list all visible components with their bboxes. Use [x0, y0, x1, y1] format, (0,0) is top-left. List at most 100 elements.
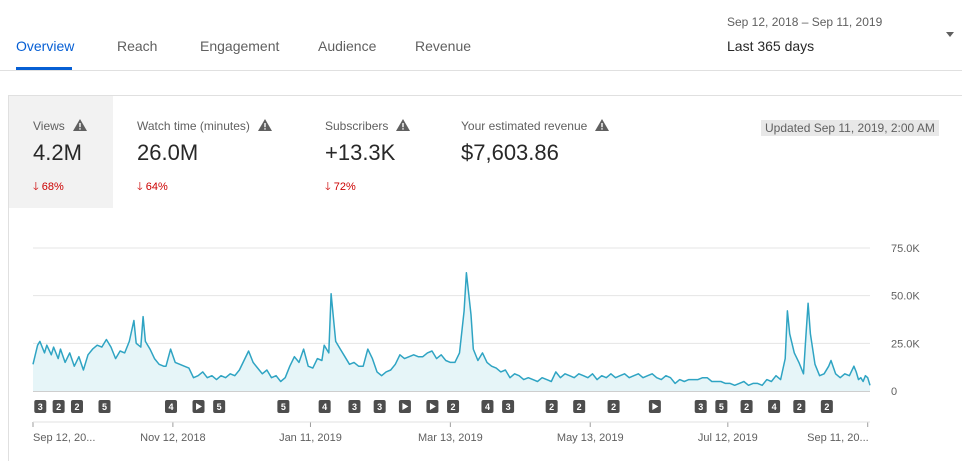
marker-box: [573, 400, 586, 413]
y-tick-label: 50.0K: [891, 291, 920, 303]
event-marker[interactable]: 5: [715, 400, 728, 413]
event-marker[interactable]: 2: [740, 400, 753, 413]
event-marker[interactable]: 5: [98, 400, 111, 413]
metric-subscribers-label: Subscribers: [325, 118, 411, 133]
event-marker[interactable]: 3: [694, 400, 707, 413]
marker-count: 2: [56, 402, 61, 412]
metric-views[interactable]: Views 4.2M 🡓 68%: [9, 96, 113, 208]
marker-count: 3: [352, 402, 357, 412]
warning-icon: [72, 119, 87, 131]
marker-count: 5: [719, 402, 724, 412]
marker-count: 2: [797, 402, 802, 412]
tab-engagement[interactable]: Engagement: [200, 38, 280, 54]
tab-audience[interactable]: Audience: [318, 38, 377, 54]
play-icon: [402, 403, 409, 410]
marker-box: [348, 400, 361, 413]
metrics-card: [8, 95, 962, 461]
video-marker[interactable]: [426, 400, 439, 413]
x-tick-label: May 13, 2019: [557, 432, 624, 444]
x-tick-label: Jan 11, 2019: [279, 432, 342, 444]
video-marker[interactable]: [192, 400, 205, 413]
marker-count: 4: [485, 402, 490, 412]
marker-count: 5: [102, 402, 107, 412]
marker-count: 3: [377, 402, 382, 412]
marker-box: [373, 400, 386, 413]
views-line: [32, 272, 871, 387]
marker-box: [318, 400, 331, 413]
metric-label-text: Watch time (minutes): [137, 119, 250, 133]
event-marker[interactable]: 4: [165, 400, 178, 413]
event-marker[interactable]: 2: [573, 400, 586, 413]
metric-watch-time[interactable]: Watch time (minutes) 26.0M 🡓 64%: [113, 96, 301, 208]
date-range-selector[interactable]: Sep 12, 2018 – Sep 11, 2019 Last 365 day…: [727, 15, 882, 54]
event-marker[interactable]: 3: [34, 400, 47, 413]
arrow-down-icon: 🡓: [325, 181, 331, 193]
metric-change-value: 68%: [41, 181, 64, 193]
video-marker[interactable]: [398, 400, 411, 413]
x-tick-label: Mar 13, 2019: [418, 432, 483, 444]
date-range-dates: Sep 12, 2018 – Sep 11, 2019: [727, 15, 883, 29]
metric-watch-time-label: Watch time (minutes): [137, 118, 272, 133]
event-marker[interactable]: 4: [318, 400, 331, 413]
views-area: [33, 272, 870, 391]
tab-reach[interactable]: Reach: [117, 38, 158, 54]
x-tick-label: Sep 12, 20...: [33, 432, 95, 444]
video-marker[interactable]: [648, 400, 661, 413]
metric-subscribers-change: 🡓 72%: [325, 178, 356, 197]
metric-watch-time-change: 🡓 64%: [137, 178, 168, 197]
marker-count: 2: [611, 402, 616, 412]
event-marker[interactable]: 3: [348, 400, 361, 413]
event-marker[interactable]: 4: [481, 400, 494, 413]
marker-count: 2: [451, 402, 456, 412]
date-range-label: Last 365 days: [727, 38, 815, 54]
marker-box: [607, 400, 620, 413]
marker-count: 4: [168, 402, 173, 412]
y-tick-label: 0: [891, 386, 897, 398]
marker-count: 5: [281, 402, 286, 412]
event-marker[interactable]: 3: [502, 400, 515, 413]
y-tick-label: 75.0K: [891, 243, 920, 255]
event-marker[interactable]: 2: [607, 400, 620, 413]
marker-box: [165, 400, 178, 413]
marker-count: 2: [824, 402, 829, 412]
marker-box: [694, 400, 707, 413]
event-marker[interactable]: 5: [213, 400, 226, 413]
event-marker[interactable]: 2: [52, 400, 65, 413]
x-tick-label: Sep 11, 20...: [807, 432, 869, 444]
metric-views-label: Views: [33, 118, 87, 133]
marker-box: [52, 400, 65, 413]
marker-box: [213, 400, 226, 413]
event-marker[interactable]: 2: [447, 400, 460, 413]
marker-box: [502, 400, 515, 413]
event-marker[interactable]: 2: [545, 400, 558, 413]
marker-box: [820, 400, 833, 413]
x-tick-label: Nov 12, 2018: [140, 432, 205, 444]
tab-revenue[interactable]: Revenue: [415, 38, 472, 54]
metric-change-value: 64%: [145, 181, 168, 193]
marker-count: 2: [744, 402, 749, 412]
metric-label-text: Your estimated revenue: [461, 119, 588, 133]
tab-overview[interactable]: Overview: [16, 38, 75, 54]
event-marker[interactable]: 4: [768, 400, 781, 413]
event-marker[interactable]: 2: [70, 400, 83, 413]
play-icon: [429, 403, 436, 410]
metric-subscribers[interactable]: Subscribers +13.3K 🡓 72%: [301, 96, 437, 208]
arrow-down-icon: 🡓: [137, 181, 143, 193]
marker-box: [277, 400, 290, 413]
marker-count: 4: [322, 402, 327, 412]
event-marker[interactable]: 5: [277, 400, 290, 413]
marker-box: [98, 400, 111, 413]
event-marker[interactable]: 3: [373, 400, 386, 413]
marker-count: 3: [698, 402, 703, 412]
tab-bar: Overview Reach Engagement Audience Reven…: [0, 0, 962, 71]
event-marker[interactable]: 2: [793, 400, 806, 413]
marker-count: 5: [217, 402, 222, 412]
warning-icon: [396, 119, 411, 131]
chevron-down-icon[interactable]: [946, 32, 954, 37]
metric-revenue[interactable]: Your estimated revenue $7,603.86: [437, 96, 637, 208]
metric-watch-time-value: 26.0M: [137, 140, 199, 165]
marker-count: 4: [772, 402, 777, 412]
event-marker[interactable]: 2: [820, 400, 833, 413]
metric-label-text: Views: [33, 119, 65, 133]
